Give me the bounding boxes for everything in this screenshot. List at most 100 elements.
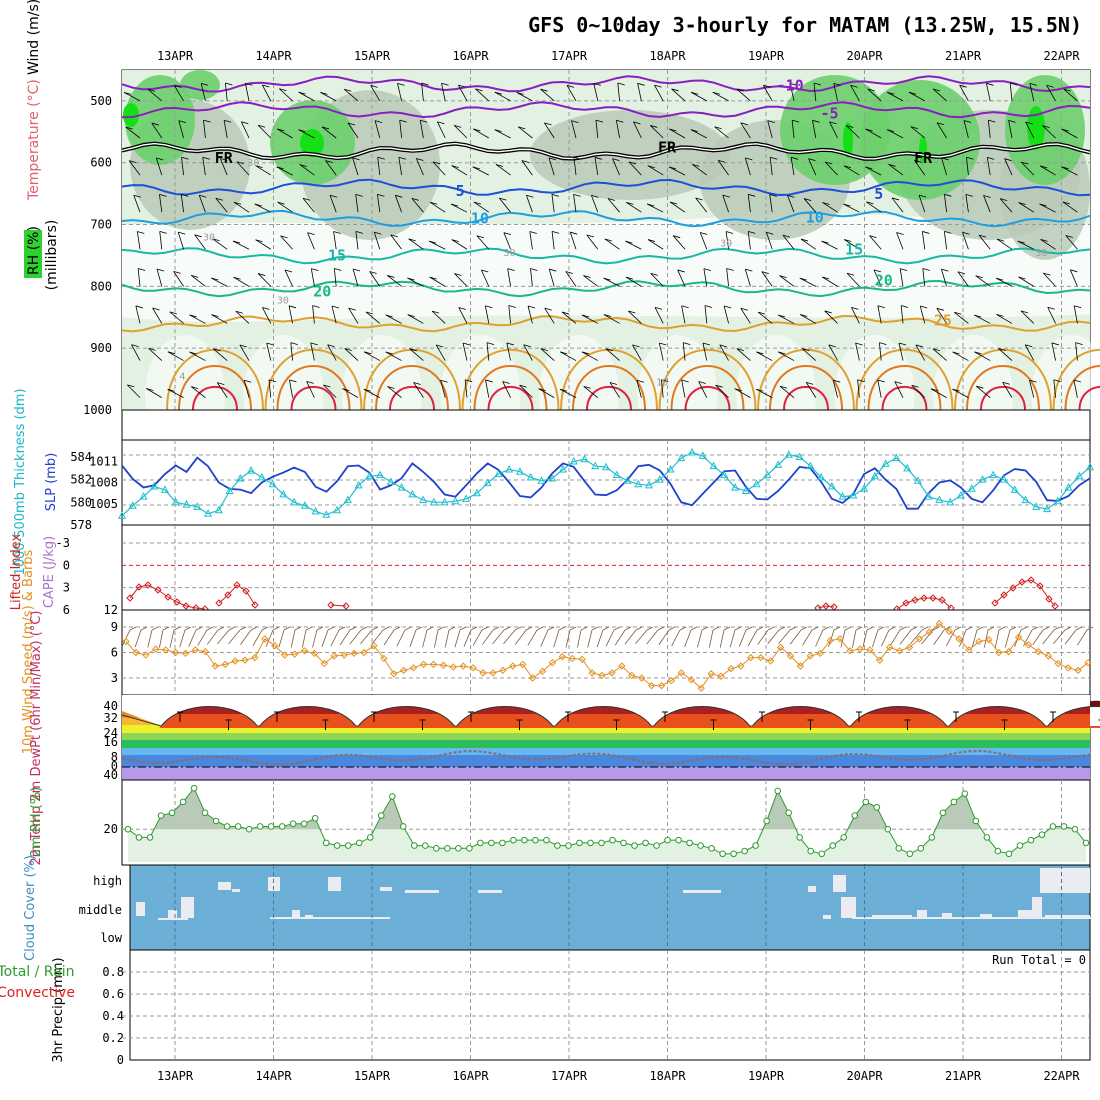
- wind-barb: [886, 129, 904, 139]
- wind-barb-flag: [581, 314, 590, 318]
- wind-barb-flag: [397, 82, 405, 86]
- wind-barb: [200, 83, 206, 102]
- rh-point: [1049, 823, 1057, 830]
- wind-barb: [548, 157, 555, 176]
- rh-point: [399, 823, 407, 830]
- wind-barb-flag: [1062, 201, 1070, 205]
- thickness-point: [472, 488, 481, 497]
- cape-ylabel: CAPE (J/kg): [42, 536, 57, 608]
- cloud-bar: [823, 915, 831, 919]
- wind-barb: [832, 380, 838, 398]
- wind-barb-flag: [602, 626, 610, 631]
- wind-speed-point: [776, 643, 785, 652]
- wind-barb-flag: [523, 344, 531, 348]
- wind-speed-point: [201, 647, 210, 656]
- wind-barb-flag: [647, 165, 655, 169]
- wind-barb-flag: [698, 381, 706, 384]
- wind-barb: [581, 314, 598, 324]
- cloud-bar: [292, 910, 300, 918]
- wind-barb: [803, 198, 817, 213]
- wind-barb: [551, 194, 555, 213]
- wind-barb: [261, 84, 272, 102]
- wind-barb: [127, 384, 141, 398]
- isotherm-line: [881, 386, 928, 411]
- wind-barb: [890, 629, 901, 646]
- wind-barb-flag: [952, 351, 960, 355]
- wind-barb-flag: [822, 626, 830, 631]
- wind-barb: [604, 238, 620, 250]
- wind-barb: [846, 125, 860, 139]
- lifted-index-point: [1045, 595, 1053, 603]
- wind-barb: [1039, 165, 1056, 176]
- wind-barb-flag: [887, 91, 895, 95]
- wind-barb: [852, 629, 857, 648]
- thickness-point: [623, 476, 632, 484]
- wind-speed-point: [727, 664, 735, 673]
- wind-barb-flag: [355, 193, 363, 197]
- wind-barb: [551, 231, 555, 250]
- wind-barb: [215, 198, 228, 213]
- wind-barb: [919, 305, 926, 324]
- wind-barb-flag: [850, 84, 858, 88]
- wind-barb-flag: [1000, 198, 1008, 202]
- wind-barb: [877, 305, 882, 324]
- wind-barb-flag: [613, 626, 621, 631]
- wind-barb-flag: [800, 314, 808, 317]
- rh-point: [377, 812, 385, 819]
- wind-barb: [609, 382, 620, 398]
- rh-point: [355, 839, 363, 847]
- wind-barb: [734, 388, 751, 398]
- wind-barb-flag: [799, 277, 807, 281]
- rh-point: [388, 793, 396, 800]
- wind-speed-point: [945, 627, 953, 635]
- wind-barb: [1063, 88, 1078, 102]
- wind-barb-flag: [583, 275, 591, 278]
- isotherm-line: [684, 386, 731, 411]
- thickness-point: [333, 505, 342, 514]
- wind-barb-flag: [670, 201, 678, 205]
- wind-barb: [1073, 305, 1078, 324]
- wind-barb-flag: [494, 129, 502, 133]
- wind-barb: [387, 275, 402, 287]
- wind-barb-flag: [1043, 272, 1051, 276]
- wind-barb: [936, 308, 947, 324]
- wind-barb-flag: [1065, 235, 1073, 238]
- rh-point: [807, 847, 815, 855]
- wind-barb-flag: [404, 626, 412, 631]
- wind-barb-flag: [349, 626, 357, 631]
- wind-barb: [879, 342, 882, 361]
- wind-barb: [910, 126, 926, 139]
- wind-barb: [475, 88, 490, 102]
- rh-point: [587, 839, 594, 847]
- wind-barb-flag: [395, 194, 403, 198]
- wind-barb: [684, 629, 692, 647]
- wind-barb-flag: [169, 311, 177, 315]
- wind-barb-flag: [129, 626, 137, 631]
- wind-barb-flag: [451, 239, 459, 243]
- rh-saturated-region: [300, 129, 324, 157]
- wind-barb: [211, 277, 228, 287]
- contour-label: 15: [845, 241, 863, 259]
- wind-barb-flag: [223, 119, 232, 123]
- wind-barb-flag: [1070, 269, 1078, 273]
- wind-barb-flag: [603, 314, 612, 317]
- wind-barb-flag: [566, 84, 575, 88]
- wind-barb-flag: [387, 275, 395, 278]
- lifted-index-point: [327, 601, 335, 609]
- wind-barb: [219, 158, 228, 176]
- wind-barb-flag: [976, 385, 984, 389]
- contour-label: 20: [313, 283, 331, 301]
- isotherm-line: [121, 314, 1091, 333]
- precip-tick-label: 0.6: [102, 987, 124, 1001]
- wind-barb-flag: [844, 239, 852, 242]
- wind-barb-flag: [211, 314, 219, 318]
- wind-barb-flag: [421, 82, 429, 86]
- rh-point: [565, 842, 572, 849]
- wind-barb-flag: [486, 342, 495, 346]
- isotherm-line: [290, 386, 337, 411]
- wind-barb-flag: [1021, 161, 1029, 165]
- wind-barb-flag: [616, 119, 624, 123]
- wind-barb: [327, 344, 337, 361]
- thickness-tick-label: 584: [70, 450, 92, 464]
- wind-speed-point: [548, 658, 557, 667]
